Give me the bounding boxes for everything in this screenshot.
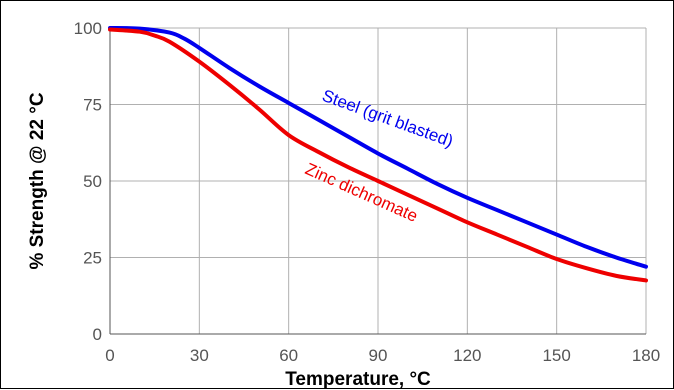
series-line-zinc [108, 27, 648, 283]
x-tick-label-30: 30 [190, 346, 209, 365]
x-axis-title: Temperature, °C [285, 369, 431, 390]
axis-layer: 0 30 60 90 120 150 180 0 25 50 75 100 [74, 19, 661, 365]
series-layer [108, 26, 648, 283]
y-axis-title: % Strength @ 22 °C [27, 92, 48, 269]
series-line-steel [108, 26, 648, 269]
x-tick-label-180: 180 [632, 346, 660, 365]
y-tick-label-100: 100 [74, 19, 102, 38]
y-tick-label-50: 50 [83, 172, 102, 191]
y-tick-label-75: 75 [83, 96, 102, 115]
x-tick-label-0: 0 [105, 346, 114, 365]
y-tick-label-0: 0 [93, 325, 102, 344]
y-tick-label-25: 25 [83, 249, 102, 268]
grid-layer [110, 27, 647, 334]
series-label-steel: Steel (grit blasted) [320, 86, 456, 151]
x-tick-label-120: 120 [453, 346, 481, 365]
x-tick-label-60: 60 [279, 346, 298, 365]
x-tick-label-150: 150 [542, 346, 570, 365]
x-tick-label-90: 90 [369, 346, 388, 365]
